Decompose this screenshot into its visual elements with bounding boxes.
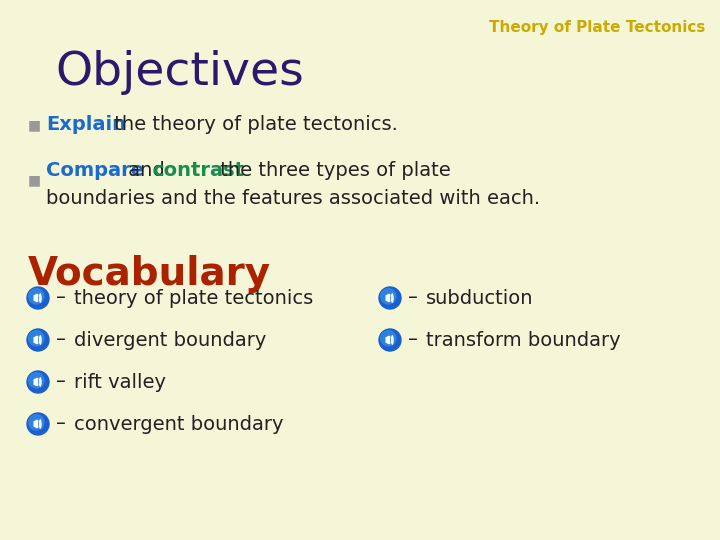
- Polygon shape: [34, 336, 37, 344]
- Text: subduction: subduction: [426, 288, 534, 307]
- Text: –: –: [408, 288, 418, 307]
- Text: Compare: Compare: [46, 160, 144, 179]
- Text: –: –: [56, 288, 66, 307]
- Circle shape: [27, 413, 49, 435]
- Text: –: –: [56, 415, 66, 434]
- Text: and: and: [122, 160, 171, 179]
- Text: divergent boundary: divergent boundary: [74, 330, 266, 349]
- Text: convergent boundary: convergent boundary: [74, 415, 284, 434]
- Circle shape: [27, 287, 49, 309]
- Circle shape: [381, 330, 396, 346]
- Circle shape: [379, 329, 401, 351]
- Text: ■: ■: [28, 173, 41, 187]
- Circle shape: [379, 287, 401, 309]
- Circle shape: [29, 415, 44, 430]
- Polygon shape: [386, 336, 390, 344]
- Text: boundaries and the features associated with each.: boundaries and the features associated w…: [46, 188, 540, 207]
- Text: transform boundary: transform boundary: [426, 330, 621, 349]
- Text: –: –: [408, 330, 418, 349]
- Circle shape: [27, 371, 49, 393]
- Text: theory of plate tectonics: theory of plate tectonics: [74, 288, 313, 307]
- Circle shape: [29, 373, 44, 388]
- Circle shape: [29, 330, 44, 346]
- Polygon shape: [34, 294, 37, 302]
- Circle shape: [29, 289, 44, 304]
- Text: the theory of plate tectonics.: the theory of plate tectonics.: [108, 116, 398, 134]
- Text: contrast: contrast: [152, 160, 244, 179]
- Text: Vocabulary: Vocabulary: [28, 255, 271, 293]
- Text: –: –: [56, 373, 66, 392]
- Text: rift valley: rift valley: [74, 373, 166, 392]
- Text: –: –: [56, 330, 66, 349]
- Text: ■: ■: [28, 118, 41, 132]
- Text: Theory of Plate Tectonics: Theory of Plate Tectonics: [489, 20, 705, 35]
- Circle shape: [381, 289, 396, 304]
- Circle shape: [27, 329, 49, 351]
- Text: the three types of plate: the three types of plate: [214, 160, 451, 179]
- Text: Objectives: Objectives: [55, 50, 304, 95]
- Polygon shape: [386, 294, 390, 302]
- Polygon shape: [34, 420, 37, 428]
- Polygon shape: [34, 378, 37, 386]
- Text: Explain: Explain: [46, 116, 126, 134]
